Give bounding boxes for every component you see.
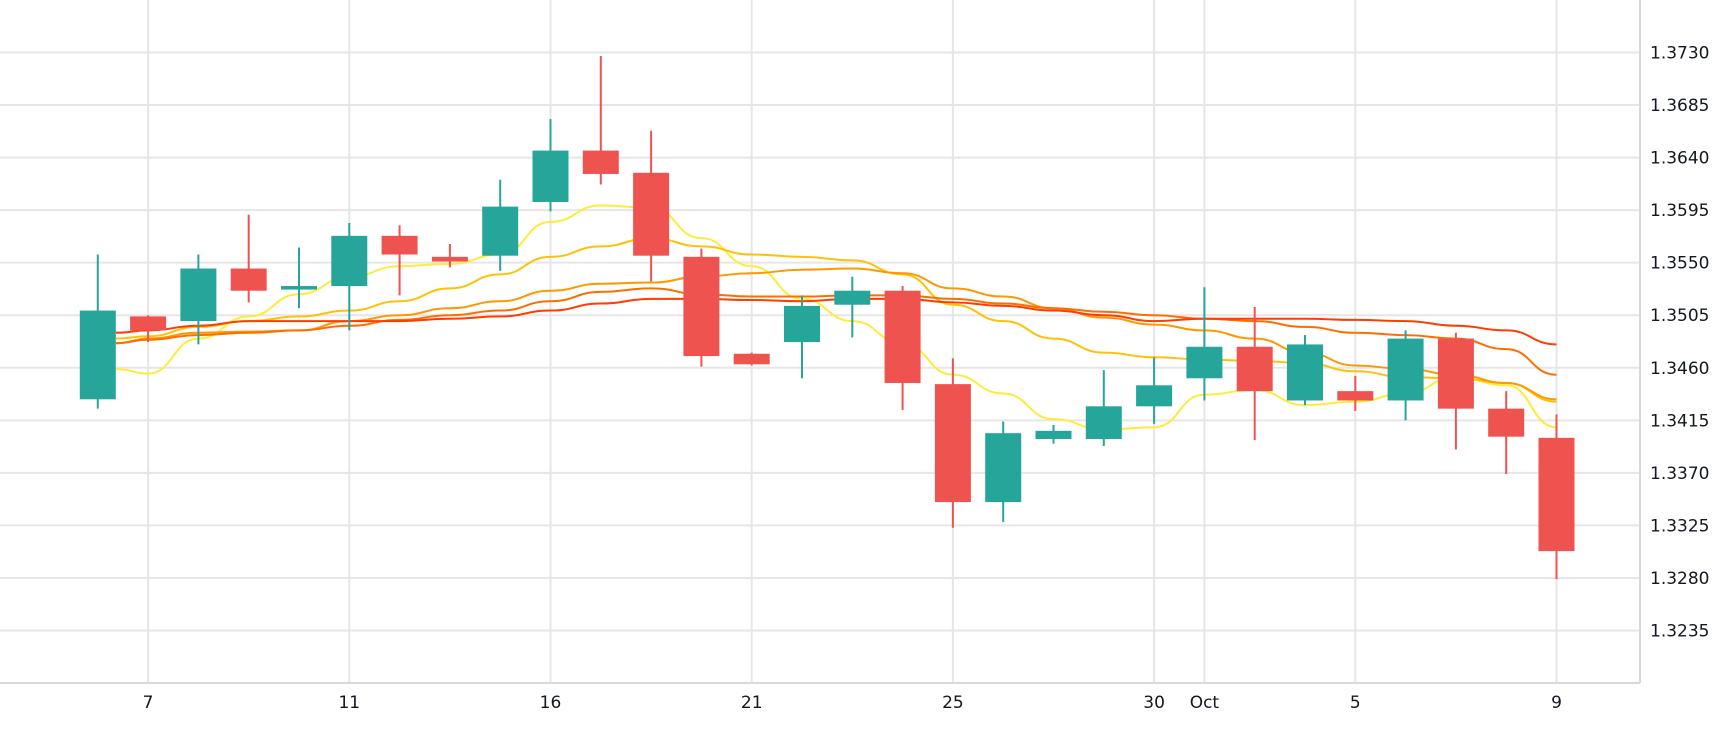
candle-body (130, 316, 167, 331)
candle-body (582, 150, 619, 174)
moving-average-line (115, 297, 1557, 346)
candle-up (1035, 424, 1072, 444)
moving-average-line (115, 287, 1557, 376)
candle-down (1538, 414, 1575, 580)
candle-body (79, 310, 116, 400)
candle-up (1186, 287, 1223, 401)
y-tick-label: 1.3730 (1650, 44, 1709, 64)
candle-body (1186, 346, 1223, 379)
x-tick-label: Oct (1190, 693, 1220, 713)
candle-body (281, 286, 317, 290)
candle-up (1287, 335, 1323, 406)
candle-body (934, 384, 971, 503)
y-tick-label: 1.3460 (1650, 359, 1709, 379)
y-tick-label: 1.3415 (1650, 411, 1709, 431)
y-tick-label: 1.3280 (1650, 569, 1709, 589)
x-tick-label: 30 (1143, 693, 1165, 713)
candle-up (79, 254, 116, 409)
candle-down (230, 214, 267, 303)
x-tick-label: 16 (540, 693, 562, 713)
candle-up (834, 276, 871, 338)
candle-body (381, 235, 418, 255)
candle-up (482, 179, 519, 271)
candle-body (784, 305, 820, 343)
candle-body (1387, 338, 1424, 401)
candle-down (1337, 375, 1374, 411)
candle-up (331, 222, 368, 331)
candle-down (633, 130, 670, 282)
x-tick-label: 7 (143, 693, 154, 713)
candle-up (281, 247, 317, 309)
candle-body (431, 256, 468, 262)
candle-down (381, 225, 418, 296)
x-tick-label: 9 (1551, 693, 1562, 713)
candle-up (1085, 370, 1122, 447)
candle-body (180, 268, 217, 322)
candle-up (1136, 357, 1173, 424)
y-tick-label: 1.3595 (1650, 201, 1709, 221)
x-tick-label: 11 (338, 693, 360, 713)
candle-body (633, 172, 670, 256)
candle-down (1437, 332, 1474, 450)
candle-down (733, 352, 770, 366)
candle-body (1085, 406, 1122, 440)
candle-down (1488, 391, 1525, 475)
candle-down (934, 358, 971, 528)
candle-down (130, 315, 167, 343)
moving-average-line (115, 267, 1557, 401)
y-tick-label: 1.3370 (1650, 464, 1709, 484)
candle-body (230, 268, 267, 291)
candle-body (683, 256, 720, 357)
candle-down (884, 286, 921, 410)
candle-body (331, 235, 368, 287)
candle-up (180, 254, 217, 345)
candle-down (582, 56, 619, 185)
candle-up (532, 119, 569, 212)
candle-body (1136, 385, 1173, 407)
candle-body (1337, 391, 1374, 401)
candle-body (985, 433, 1022, 503)
candle-body (884, 290, 921, 383)
candle-up (1387, 330, 1424, 421)
candle-down (431, 244, 468, 268)
candles (79, 56, 1575, 580)
x-tick-label: 25 (942, 693, 964, 713)
y-tick-label: 1.3235 (1650, 622, 1709, 642)
candle-down (683, 248, 720, 367)
candle-body (834, 290, 871, 305)
y-tick-label: 1.3325 (1650, 516, 1709, 536)
axes: 1.3730 1.3685 1.3640 1.3595 1.3550 1.3505 1.34… (0, 0, 1709, 713)
candle-body (1035, 430, 1072, 440)
y-tick-label: 1.3685 (1650, 96, 1709, 116)
candle-body (1437, 338, 1474, 409)
candle-body (1488, 408, 1525, 437)
candle-body (482, 206, 519, 256)
x-tick-label: 21 (741, 693, 763, 713)
candle-body (1287, 344, 1323, 401)
y-tick-label: 1.3640 (1650, 149, 1709, 169)
candle-up (784, 295, 820, 379)
y-tick-label: 1.3505 (1650, 306, 1709, 326)
candle-body (733, 353, 770, 365)
candle-body (1236, 346, 1273, 392)
x-tick-label: 5 (1350, 693, 1361, 713)
candle-body (532, 150, 569, 202)
candle-body (1538, 437, 1575, 552)
y-tick-label: 1.3550 (1650, 254, 1709, 274)
candle-up (985, 421, 1022, 522)
candle-down (1236, 307, 1273, 441)
